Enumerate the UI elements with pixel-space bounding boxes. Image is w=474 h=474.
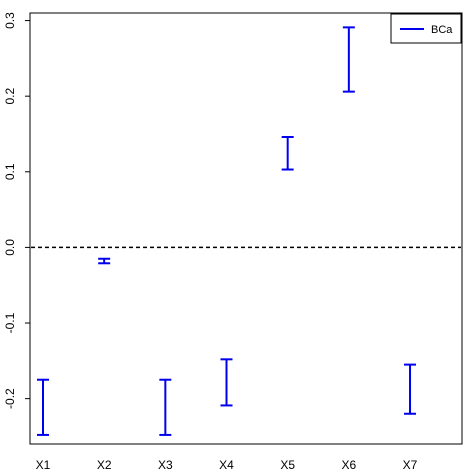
- y-tick-label: -0.2: [3, 388, 17, 409]
- error-bar-x1: [37, 378, 49, 436]
- error-bar-x4: [220, 358, 233, 407]
- error-bar-x5: [281, 136, 294, 171]
- error-bar-x3: [159, 378, 172, 436]
- x-tick-label: X4: [219, 458, 234, 472]
- x-tick-label: X7: [403, 458, 418, 472]
- error-bar-x6: [342, 26, 355, 93]
- x-tick-label: X5: [280, 458, 295, 472]
- legend: BCa: [390, 13, 462, 44]
- y-tick-label: -0.1: [3, 312, 17, 333]
- error-bar-x2: [98, 257, 111, 265]
- y-tick-label: 0.3: [3, 12, 17, 29]
- x-axis: X1 X2 X3 X4 X5 X6 X7: [36, 458, 418, 472]
- legend-label: BCa: [431, 24, 453, 36]
- error-bars: [37, 26, 417, 436]
- plot-frame: [29, 12, 463, 445]
- x-tick-label: X2: [97, 458, 112, 472]
- error-bar-x7: [404, 363, 417, 415]
- y-tick-label: 0.2: [3, 88, 17, 105]
- x-tick-label: X3: [158, 458, 173, 472]
- x-tick-label: X6: [342, 458, 357, 472]
- y-tick-label: 0.0: [3, 239, 17, 256]
- y-tick-label: 0.1: [3, 163, 17, 180]
- y-axis: -0.2 -0.1 0.0 0.1 0.2 0.3: [3, 12, 30, 409]
- x-tick-label: X1: [36, 458, 51, 472]
